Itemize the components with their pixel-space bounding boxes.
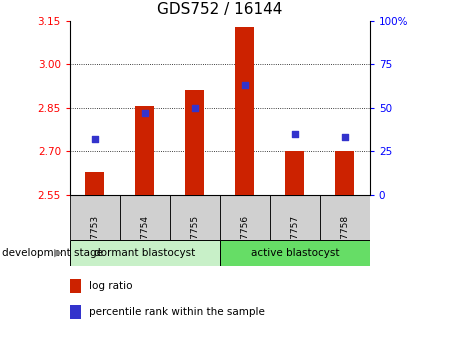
Bar xyxy=(85,172,104,195)
Bar xyxy=(270,195,320,240)
Text: GSM27753: GSM27753 xyxy=(90,215,99,264)
Bar xyxy=(120,195,170,240)
Text: GSM27755: GSM27755 xyxy=(190,215,199,264)
Point xyxy=(91,136,98,142)
Bar xyxy=(170,195,220,240)
Bar xyxy=(285,151,304,195)
Text: log ratio: log ratio xyxy=(89,281,133,291)
Text: development stage: development stage xyxy=(2,248,103,258)
Text: GSM27758: GSM27758 xyxy=(341,215,350,264)
Bar xyxy=(220,195,270,240)
Text: active blastocyst: active blastocyst xyxy=(251,248,339,258)
Bar xyxy=(336,151,354,195)
Point xyxy=(341,135,349,140)
Text: ▶: ▶ xyxy=(55,248,63,258)
Bar xyxy=(220,240,370,266)
Text: percentile rank within the sample: percentile rank within the sample xyxy=(89,307,265,317)
Point xyxy=(241,82,249,88)
Point xyxy=(141,110,148,116)
Bar xyxy=(135,106,154,195)
Point xyxy=(291,131,299,137)
Bar xyxy=(70,240,220,266)
Point xyxy=(191,105,198,110)
Text: GSM27756: GSM27756 xyxy=(240,215,249,264)
Title: GDS752 / 16144: GDS752 / 16144 xyxy=(157,2,282,17)
Bar xyxy=(235,27,254,195)
Text: GSM27754: GSM27754 xyxy=(140,215,149,264)
Text: dormant blastocyst: dormant blastocyst xyxy=(94,248,196,258)
Bar xyxy=(70,305,81,319)
Bar xyxy=(70,195,120,240)
Text: GSM27757: GSM27757 xyxy=(290,215,299,264)
Bar xyxy=(70,279,81,293)
Bar xyxy=(185,90,204,195)
Bar xyxy=(320,195,370,240)
